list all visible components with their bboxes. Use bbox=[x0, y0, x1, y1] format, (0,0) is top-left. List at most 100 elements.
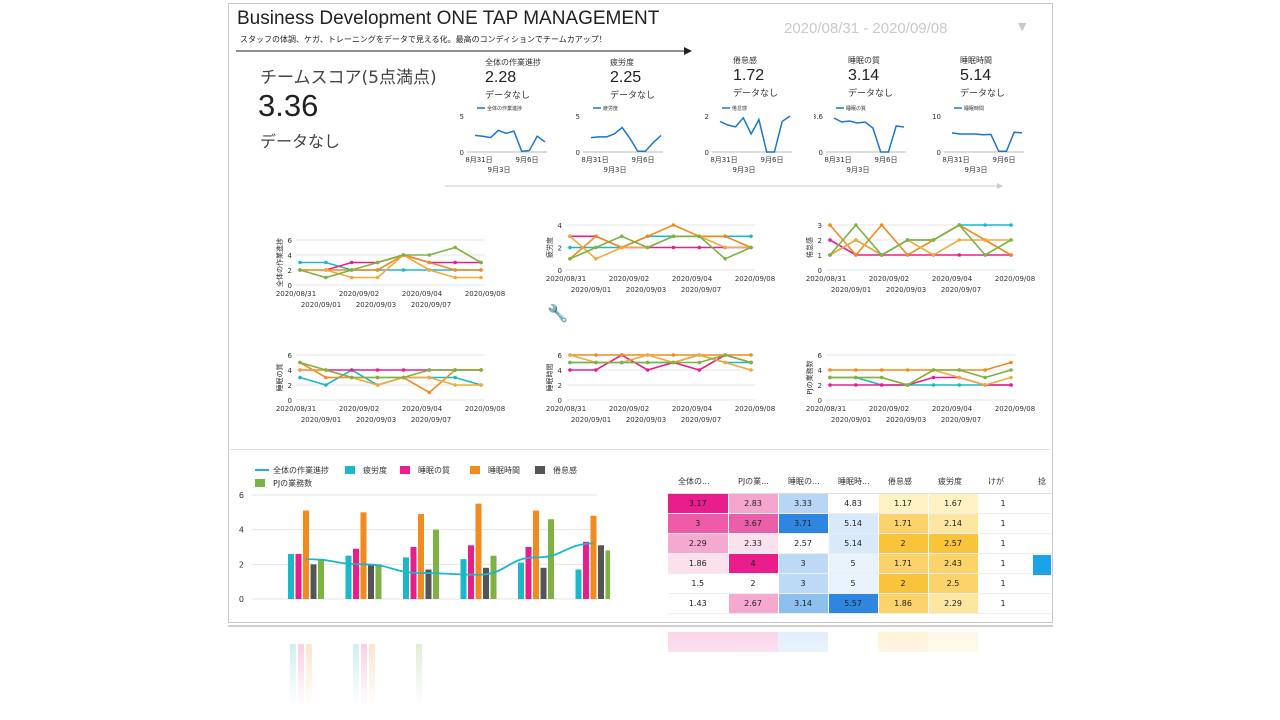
kpi-series-line bbox=[719, 115, 791, 153]
kpi-value: 1.72 bbox=[733, 67, 765, 84]
table-cell: 5.14 bbox=[828, 533, 879, 554]
legend-label: 疲労度 bbox=[603, 105, 618, 112]
data-point bbox=[854, 238, 858, 242]
x-tick-label: 8月31日 bbox=[824, 156, 851, 164]
data-point bbox=[298, 360, 302, 365]
bar bbox=[418, 514, 424, 599]
table-cell bbox=[1028, 493, 1052, 514]
data-point bbox=[697, 368, 702, 372]
table-cell: 1 bbox=[978, 573, 1029, 594]
data-point bbox=[427, 390, 432, 395]
data-point bbox=[749, 368, 753, 372]
kpi-note: データなし bbox=[485, 91, 531, 101]
data-point bbox=[619, 353, 624, 357]
series-line bbox=[305, 542, 594, 576]
data-point bbox=[749, 234, 753, 239]
data-point bbox=[697, 353, 702, 357]
y-tick-label: 0 bbox=[576, 149, 580, 157]
y-axis-label: 倦怠感 bbox=[805, 237, 814, 258]
data-point bbox=[427, 253, 432, 257]
table-cell: 5.57 bbox=[828, 593, 879, 614]
column-header[interactable]: 捻 bbox=[1028, 471, 1052, 494]
x-tick-label: 2020/09/08 bbox=[995, 405, 1035, 413]
bar bbox=[468, 545, 474, 599]
kpi-value: 2.28 bbox=[485, 69, 517, 86]
data-point bbox=[324, 375, 328, 380]
x-tick-label: 2020/09/03 bbox=[626, 416, 666, 424]
column-header[interactable]: PJの業... bbox=[728, 471, 778, 494]
data-point bbox=[854, 383, 858, 387]
column-header[interactable]: 睡眠時... bbox=[828, 471, 878, 494]
data-point bbox=[427, 375, 432, 380]
data-point bbox=[854, 368, 858, 372]
page-subtitle: スタッフの体調、ケガ、トレーニングをデータで見える化。最高のコンディションでチー… bbox=[240, 35, 607, 44]
y-tick-label: 2 bbox=[288, 382, 292, 390]
bar bbox=[303, 510, 309, 599]
column-header[interactable]: 疲労度 bbox=[928, 471, 978, 494]
data-point bbox=[619, 360, 624, 365]
column-header[interactable]: 倦怠感 bbox=[878, 471, 928, 494]
data-point bbox=[1009, 223, 1013, 227]
bar bbox=[605, 550, 610, 599]
bar bbox=[598, 545, 604, 599]
data-point bbox=[671, 353, 676, 357]
table-row: 1.43 2.67 3.14 5.57 1.86 2.29 1 bbox=[668, 593, 1052, 614]
bar bbox=[345, 555, 352, 599]
column-header[interactable]: 睡眠の... bbox=[778, 471, 828, 494]
table-cell: 1 bbox=[978, 513, 1029, 534]
x-tick-label: 2020/09/02 bbox=[869, 405, 909, 413]
x-tick-label: 2020/09/01 bbox=[571, 416, 611, 424]
data-point bbox=[375, 260, 380, 265]
y-tick-label: 2 bbox=[239, 560, 244, 569]
data-point bbox=[568, 256, 572, 261]
x-tick-label: 2020/09/07 bbox=[681, 416, 721, 424]
data-point bbox=[983, 383, 987, 387]
y-tick-label: 0 bbox=[460, 149, 464, 157]
data-point bbox=[697, 360, 702, 365]
legend-swatch bbox=[255, 479, 265, 487]
subtitle-arrow bbox=[236, 47, 692, 55]
x-tick-label: 2020/09/07 bbox=[941, 416, 981, 424]
bar bbox=[318, 559, 324, 599]
data-point bbox=[453, 260, 457, 265]
data-point bbox=[931, 368, 936, 372]
chevron-down-icon[interactable]: ▼ bbox=[1018, 20, 1027, 33]
heatmap-overflow-cell bbox=[1033, 555, 1051, 575]
data-point bbox=[568, 360, 572, 365]
kpi-divider-arrow bbox=[445, 183, 1003, 189]
table-cell: 5.14 bbox=[828, 513, 879, 534]
bar bbox=[353, 548, 359, 599]
x-tick-label: 2020/09/07 bbox=[681, 286, 721, 294]
column-header[interactable]: けが bbox=[978, 471, 1028, 494]
data-point bbox=[568, 368, 572, 372]
data-point bbox=[957, 253, 962, 257]
data-point bbox=[828, 375, 832, 380]
data-point bbox=[453, 368, 457, 372]
data-point bbox=[749, 245, 753, 250]
table-cell: 1.86 bbox=[878, 593, 929, 614]
x-tick-label: 2020/08/31 bbox=[546, 275, 586, 283]
kpi-value: 5.14 bbox=[960, 67, 992, 84]
x-tick-label: 2020/09/03 bbox=[886, 416, 926, 424]
data-point bbox=[298, 375, 302, 380]
table-cell: 3.33 bbox=[778, 493, 829, 514]
x-tick-label: 9月3日 bbox=[488, 166, 511, 174]
y-tick-label: 6 bbox=[288, 352, 293, 360]
column-header[interactable]: 全体の... bbox=[668, 471, 728, 494]
team-score-label: チームスコア(5点満点) bbox=[260, 68, 437, 88]
legend-swatch bbox=[400, 466, 410, 474]
x-tick-label: 9月6日 bbox=[761, 156, 784, 164]
bar bbox=[518, 562, 524, 599]
x-tick-label: 2020/09/08 bbox=[465, 290, 505, 298]
y-tick-label: 4 bbox=[288, 367, 293, 375]
data-point bbox=[645, 234, 650, 239]
data-point bbox=[568, 245, 572, 250]
wrench-icon[interactable]: 🔧 bbox=[547, 304, 569, 324]
y-tick-label: 4 bbox=[239, 526, 244, 535]
y-tick-label: 6 bbox=[288, 237, 293, 245]
x-tick-label: 2020/09/08 bbox=[995, 275, 1035, 283]
data-point bbox=[957, 368, 962, 372]
date-range-picker[interactable]: 2020/08/31 - 2020/09/08 bbox=[784, 20, 948, 37]
kpi-value: 2.25 bbox=[610, 69, 642, 86]
